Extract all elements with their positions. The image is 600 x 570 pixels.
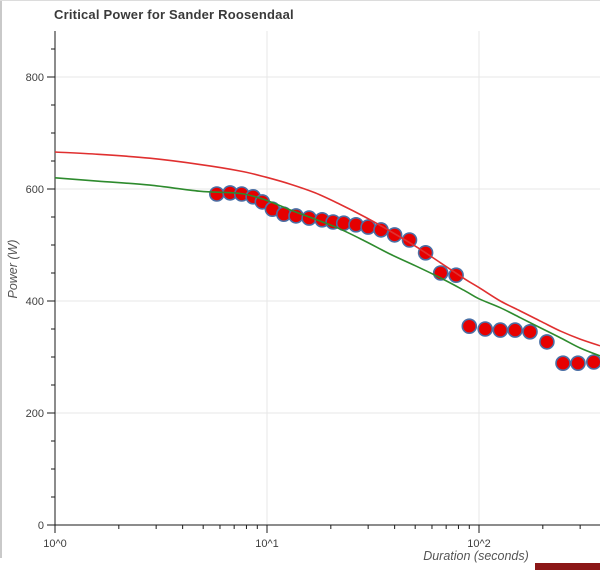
x-tick-label: 10^1 (255, 538, 279, 550)
data-point[interactable] (555, 355, 571, 372)
data-point[interactable] (209, 186, 225, 202)
data-point[interactable] (507, 322, 523, 338)
data-point[interactable] (492, 322, 509, 338)
y-tick-label: 0 (38, 520, 44, 532)
y-tick-label: 400 (26, 296, 44, 308)
x-axis-label: Duration (seconds) (423, 549, 529, 563)
data-point[interactable] (461, 318, 478, 335)
data-point[interactable] (477, 321, 494, 337)
data-point[interactable] (539, 334, 555, 350)
y-tick-label: 800 (26, 72, 44, 84)
data-point[interactable] (401, 232, 418, 248)
x-tick-label: 10^2 (467, 538, 491, 550)
y-tick-label: 600 (26, 184, 44, 196)
chart-title: Critical Power for Sander Roosendaal (54, 7, 294, 22)
data-point[interactable] (586, 354, 600, 370)
y-axis-label: Power (W) (6, 239, 20, 299)
window-left-border (0, 1, 2, 558)
x-tick-label: 10^0 (43, 538, 67, 550)
y-tick-label: 200 (26, 408, 44, 420)
data-point[interactable] (570, 355, 586, 372)
green-model-curve (54, 177, 600, 357)
red-model-curve (54, 151, 600, 347)
data-point[interactable] (522, 323, 538, 340)
bottom-right-red-bar[interactable] (535, 563, 600, 570)
